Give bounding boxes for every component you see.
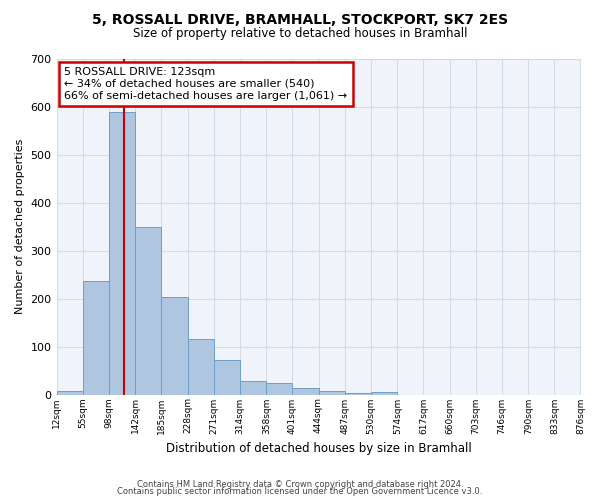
X-axis label: Distribution of detached houses by size in Bramhall: Distribution of detached houses by size … (166, 442, 472, 455)
Bar (371, 392, 397, 394)
Bar (239, 381, 266, 394)
Bar (214, 360, 239, 394)
Text: 5 ROSSALL DRIVE: 123sqm
← 34% of detached houses are smaller (540)
66% of semi-d: 5 ROSSALL DRIVE: 123sqm ← 34% of detache… (64, 68, 347, 100)
Bar (109, 112, 136, 395)
Bar (266, 382, 292, 394)
Bar (83, 281, 109, 394)
Y-axis label: Number of detached properties: Number of detached properties (15, 139, 25, 314)
Bar (161, 297, 188, 394)
Text: Contains HM Land Registry data © Crown copyright and database right 2024.: Contains HM Land Registry data © Crown c… (137, 480, 463, 489)
Bar (344, 393, 371, 394)
Text: Contains public sector information licensed under the Open Government Licence v3: Contains public sector information licen… (118, 488, 482, 496)
Bar (136, 227, 161, 394)
Bar (188, 340, 214, 394)
Bar (56, 390, 83, 394)
Text: 5, ROSSALL DRIVE, BRAMHALL, STOCKPORT, SK7 2ES: 5, ROSSALL DRIVE, BRAMHALL, STOCKPORT, S… (92, 12, 508, 26)
Bar (319, 390, 344, 394)
Bar (292, 388, 319, 394)
Text: Size of property relative to detached houses in Bramhall: Size of property relative to detached ho… (133, 28, 467, 40)
